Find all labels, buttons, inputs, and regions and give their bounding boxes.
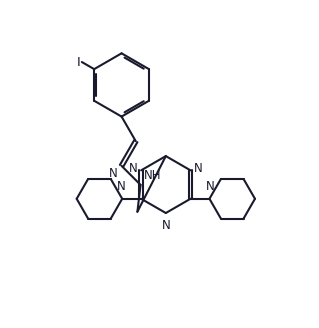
Text: N: N [194,162,203,175]
Text: N: N [109,167,118,180]
Text: I: I [77,55,80,69]
Text: N: N [117,180,126,193]
Text: N: N [206,180,215,193]
Text: N: N [129,162,137,175]
Text: N: N [161,219,170,232]
Text: NH: NH [144,169,161,182]
